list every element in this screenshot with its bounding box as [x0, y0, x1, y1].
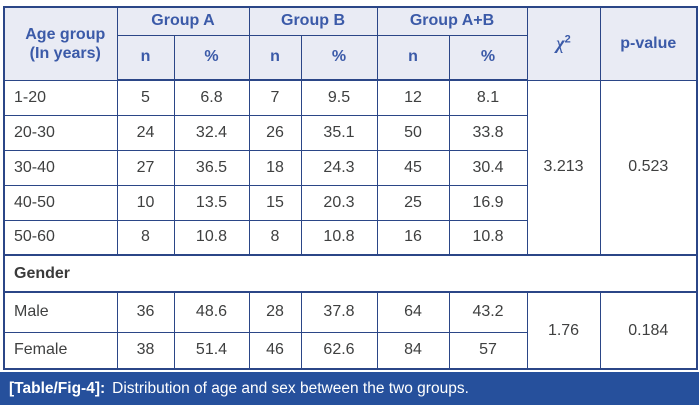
value-cell: 37.8 [300, 291, 378, 333]
age-sex-distribution-table: Age group (In years) Group A Group B Gro… [3, 6, 699, 370]
header-group-a-pct: % [173, 34, 250, 81]
table-row-age-1-20: 1-20 5 6.8 7 9.5 12 8.1 3.213 0.523 [3, 79, 698, 256]
age-row-label: 1-20 [3, 79, 118, 116]
value-cell: 20.3 [300, 184, 378, 221]
value-cell: 26 [248, 114, 302, 151]
table-row-age-20-30: 20-30 24 32.4 26 35.1 50 33.8 [3, 114, 697, 151]
age-row-label: 40-50 [3, 184, 118, 221]
age-p-value: 0.523 [599, 79, 698, 256]
value-cell: 46 [248, 331, 302, 370]
value-cell: 24.3 [300, 149, 378, 186]
gender-row-label: Female [3, 331, 118, 370]
header-group-b: Group B [248, 6, 378, 36]
value-cell: 36 [116, 291, 175, 333]
value-cell: 10.8 [300, 219, 378, 256]
value-cell: 6.8 [173, 79, 250, 116]
gender-p-value: 0.184 [599, 291, 698, 370]
chi-exponent: 2 [564, 33, 571, 46]
value-cell: 8 [116, 219, 175, 256]
chi-symbol: χ [556, 33, 565, 54]
value-cell: 10.8 [173, 219, 250, 256]
value-cell: 9.5 [300, 79, 378, 116]
value-cell: 36.5 [173, 149, 250, 186]
value-cell: 62.6 [300, 331, 378, 370]
value-cell: 43.2 [448, 291, 528, 333]
value-cell: 5 [116, 79, 175, 116]
value-cell: 51.4 [173, 331, 250, 370]
header-group-b-n: n [248, 34, 302, 81]
age-chi-square-value: 3.213 [526, 79, 601, 256]
table-figure: Age group (In years) Group A Group B Gro… [3, 6, 699, 370]
age-row-label: 30-40 [3, 149, 118, 186]
value-cell: 38 [116, 331, 175, 370]
header-age-group-line2: (In years) [29, 44, 101, 62]
value-cell: 48.6 [173, 291, 250, 333]
age-row-label: 50-60 [3, 219, 118, 256]
table-row-age-30-40: 30-40 27 36.5 18 24.3 45 30.4 [3, 149, 697, 186]
value-cell: 7 [248, 79, 302, 116]
value-cell: 32.4 [173, 114, 250, 151]
header-row-subcolumns: n % n % n % [4, 34, 697, 81]
table-row-male: Male 36 48.6 28 37.8 64 43.2 1.76 0.184 [3, 291, 698, 370]
value-cell: 57 [448, 331, 528, 370]
gender-row-label: Male [3, 291, 118, 333]
value-cell: 8.1 [448, 79, 528, 116]
value-cell: 27 [116, 149, 175, 186]
value-cell: 10.8 [448, 219, 528, 256]
value-cell: 64 [376, 291, 450, 333]
header-group-ab: Group A+B [376, 6, 528, 36]
header-group-ab-n: n [376, 34, 450, 81]
table-row-age-40-50: 40-50 10 13.5 15 20.3 25 16.9 [3, 184, 697, 221]
value-cell: 18 [248, 149, 302, 186]
value-cell: 16 [376, 219, 450, 256]
header-group-a: Group A [116, 6, 250, 36]
value-cell: 84 [376, 331, 450, 370]
value-cell: 25 [376, 184, 450, 221]
table-row-female: Female 38 51.4 46 62.6 84 57 [3, 331, 697, 370]
value-cell: 30.4 [448, 149, 528, 186]
value-cell: 24 [116, 114, 175, 151]
value-cell: 35.1 [300, 114, 378, 151]
value-cell: 33.8 [448, 114, 528, 151]
age-row-label: 20-30 [3, 114, 118, 151]
gender-section-label: Gender [3, 254, 698, 293]
value-cell: 16.9 [448, 184, 528, 221]
gender-chi-square-value: 1.76 [526, 291, 601, 370]
header-chi-square: χ2 [526, 6, 601, 81]
caption-text: Distribution of age and sex between the … [112, 379, 469, 397]
value-cell: 45 [376, 149, 450, 186]
header-age-group-line1: Age group [25, 25, 106, 43]
header-row-groups: Age group (In years) Group A Group B Gro… [3, 6, 698, 81]
value-cell: 50 [376, 114, 450, 151]
value-cell: 28 [248, 291, 302, 333]
table-caption: [Table/Fig-4]: Distribution of age and s… [0, 372, 699, 405]
header-group-a-n: n [116, 34, 175, 81]
table-row-gender-section: Gender [3, 254, 698, 293]
header-group-b-pct: % [300, 34, 378, 81]
header-p-value: p-value [599, 6, 698, 81]
value-cell: 8 [248, 219, 302, 256]
header-age-group: Age group (In years) [3, 6, 118, 81]
value-cell: 13.5 [173, 184, 250, 221]
header-group-ab-pct: % [448, 34, 528, 81]
value-cell: 15 [248, 184, 302, 221]
table-row-age-50-60: 50-60 8 10.8 8 10.8 16 10.8 [3, 219, 697, 256]
caption-tag: [Table/Fig-4]: [9, 379, 106, 397]
value-cell: 10 [116, 184, 175, 221]
value-cell: 12 [376, 79, 450, 116]
